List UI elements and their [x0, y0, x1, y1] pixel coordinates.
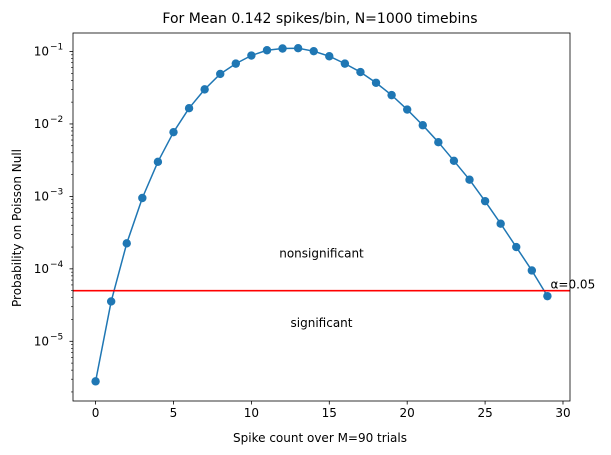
- plot-area: α=0.05 nonsignificant significant 0 5 10 15 20 2…: [34, 32, 596, 420]
- data-point: [91, 377, 100, 386]
- y-tick-label: 10 −2: [34, 115, 64, 131]
- data-point: [169, 127, 178, 137]
- data-point: [543, 291, 552, 301]
- y-axis-label: Probability on Poisson Null: [10, 149, 24, 307]
- data-point: [356, 67, 365, 77]
- data-point: [418, 121, 427, 130]
- nonsignificant-label: nonsignificant: [279, 247, 364, 261]
- x-tick-label: 15: [322, 406, 337, 420]
- data-point: [138, 193, 147, 203]
- data-point: [184, 103, 194, 113]
- y-tick-base: 10: [34, 262, 49, 276]
- x-tick-label: 25: [477, 406, 492, 420]
- data-point: [434, 137, 443, 147]
- data-point: [371, 78, 381, 87]
- y-tick-exponent: −2: [50, 115, 63, 125]
- x-axis-label: Spike count over M=90 trials: [233, 431, 407, 445]
- data-point: [527, 266, 537, 275]
- data-point: [216, 69, 225, 79]
- chart-title: For Mean 0.142 spikes/bin, N=1000 timebi…: [162, 11, 477, 27]
- data-point: [122, 239, 131, 248]
- y-tick-exponent: −3: [50, 187, 63, 197]
- y-tick-label: 10 −4: [34, 260, 64, 276]
- x-tick-label: 20: [400, 406, 415, 420]
- axes-frame: [72, 32, 571, 402]
- y-tick-base: 10: [34, 117, 49, 131]
- x-tick-label: 0: [92, 406, 100, 420]
- data-point: [231, 59, 241, 68]
- y-tick-base: 10: [34, 334, 49, 348]
- data-point: [449, 156, 459, 165]
- data-point: [340, 59, 350, 68]
- data-point: [293, 44, 303, 53]
- y-tick-exponent: −4: [50, 260, 64, 270]
- x-tick-label: 10: [244, 406, 259, 420]
- data-point: [465, 175, 474, 184]
- data-point: [496, 219, 505, 228]
- y-tick-base: 10: [34, 44, 49, 58]
- y-tick-label: 10 −3: [34, 187, 64, 203]
- data-point: [309, 46, 318, 56]
- data-point: [153, 157, 163, 167]
- y-tick-exponent: −5: [50, 332, 63, 342]
- threshold-label: α=0.05: [551, 278, 596, 292]
- y-tick-exponent: −1: [50, 42, 63, 52]
- data-point: [106, 297, 116, 306]
- data-point: [200, 85, 209, 94]
- data-point: [262, 46, 272, 55]
- y-tick-label: 10 −1: [34, 42, 64, 58]
- data-point: [278, 44, 287, 53]
- y-tick-base: 10: [34, 189, 49, 203]
- significant-label: significant: [291, 316, 353, 330]
- series-line: [94, 47, 549, 382]
- x-tick-label: 5: [170, 406, 178, 420]
- x-tick-label: 30: [555, 406, 570, 420]
- data-point: [247, 51, 256, 60]
- data-point: [480, 196, 490, 206]
- data-point: [402, 105, 412, 114]
- data-point: [512, 242, 521, 252]
- data-point: [387, 90, 396, 100]
- y-tick-label: 10 −5: [34, 332, 64, 348]
- data-point: [325, 52, 334, 61]
